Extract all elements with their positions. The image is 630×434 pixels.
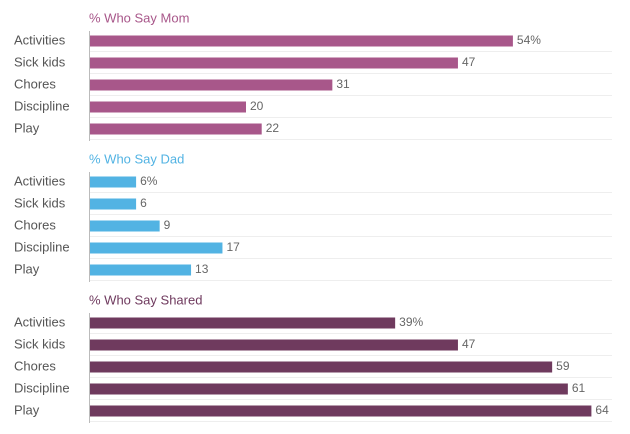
category-label-activities: Activities (14, 32, 66, 47)
category-label-discipline: Discipline (14, 98, 70, 113)
category-label-activities: Activities (14, 173, 66, 188)
category-label-play: Play (14, 120, 40, 135)
category-label-activities: Activities (14, 314, 66, 329)
value-label-who-say-dad-sick-kids: 6 (140, 196, 147, 210)
category-label-chores: Chores (14, 358, 56, 373)
value-label-who-say-mom-activities: 54% (517, 33, 541, 47)
category-label-chores: Chores (14, 76, 56, 91)
bar-who-say-shared-sick-kids (89, 339, 458, 351)
value-label-who-say-dad-activities: 6% (140, 174, 158, 188)
category-label-play: Play (14, 261, 40, 276)
bar-who-say-mom-chores (89, 79, 333, 91)
bar-who-say-dad-sick-kids (89, 198, 137, 210)
panel-title-who-say-mom: % Who Say Mom (89, 10, 189, 25)
category-label-chores: Chores (14, 217, 56, 232)
category-label-discipline: Discipline (14, 380, 70, 395)
bar-who-say-mom-sick-kids (89, 57, 458, 69)
category-label-sick-kids: Sick kids (14, 54, 66, 69)
bar-who-say-dad-chores (89, 220, 160, 232)
bar-who-say-shared-chores (89, 361, 553, 373)
bar-who-say-shared-play (89, 405, 592, 417)
value-label-who-say-mom-play: 22 (266, 121, 280, 135)
category-label-sick-kids: Sick kids (14, 336, 66, 351)
bar-who-say-mom-play (89, 123, 262, 135)
value-label-who-say-dad-discipline: 17 (226, 240, 240, 254)
panel-title-who-say-dad: % Who Say Dad (89, 151, 184, 166)
value-label-who-say-dad-play: 13 (195, 262, 209, 276)
value-label-who-say-dad-chores: 9 (164, 218, 171, 232)
bar-who-say-shared-activities (89, 317, 396, 329)
panel-title-who-say-shared: % Who Say Shared (89, 292, 202, 307)
bar-who-say-shared-discipline (89, 383, 568, 395)
value-label-who-say-shared-sick-kids: 47 (462, 337, 476, 351)
value-label-who-say-mom-discipline: 20 (250, 99, 264, 113)
bar-who-say-dad-play (89, 264, 192, 276)
value-label-who-say-shared-play: 64 (595, 403, 609, 417)
bar-who-say-mom-discipline (89, 101, 246, 113)
bar-who-say-mom-activities (89, 35, 513, 47)
category-label-play: Play (14, 402, 40, 417)
bar-who-say-dad-discipline (89, 242, 223, 254)
value-label-who-say-mom-chores: 31 (336, 77, 350, 91)
value-label-who-say-mom-sick-kids: 47 (462, 55, 476, 69)
value-label-who-say-shared-activities: 39% (399, 315, 423, 329)
value-label-who-say-shared-chores: 59 (556, 359, 570, 373)
bar-who-say-dad-activities (89, 176, 137, 188)
category-label-sick-kids: Sick kids (14, 195, 66, 210)
category-label-discipline: Discipline (14, 239, 70, 254)
value-label-who-say-shared-discipline: 61 (572, 381, 586, 395)
